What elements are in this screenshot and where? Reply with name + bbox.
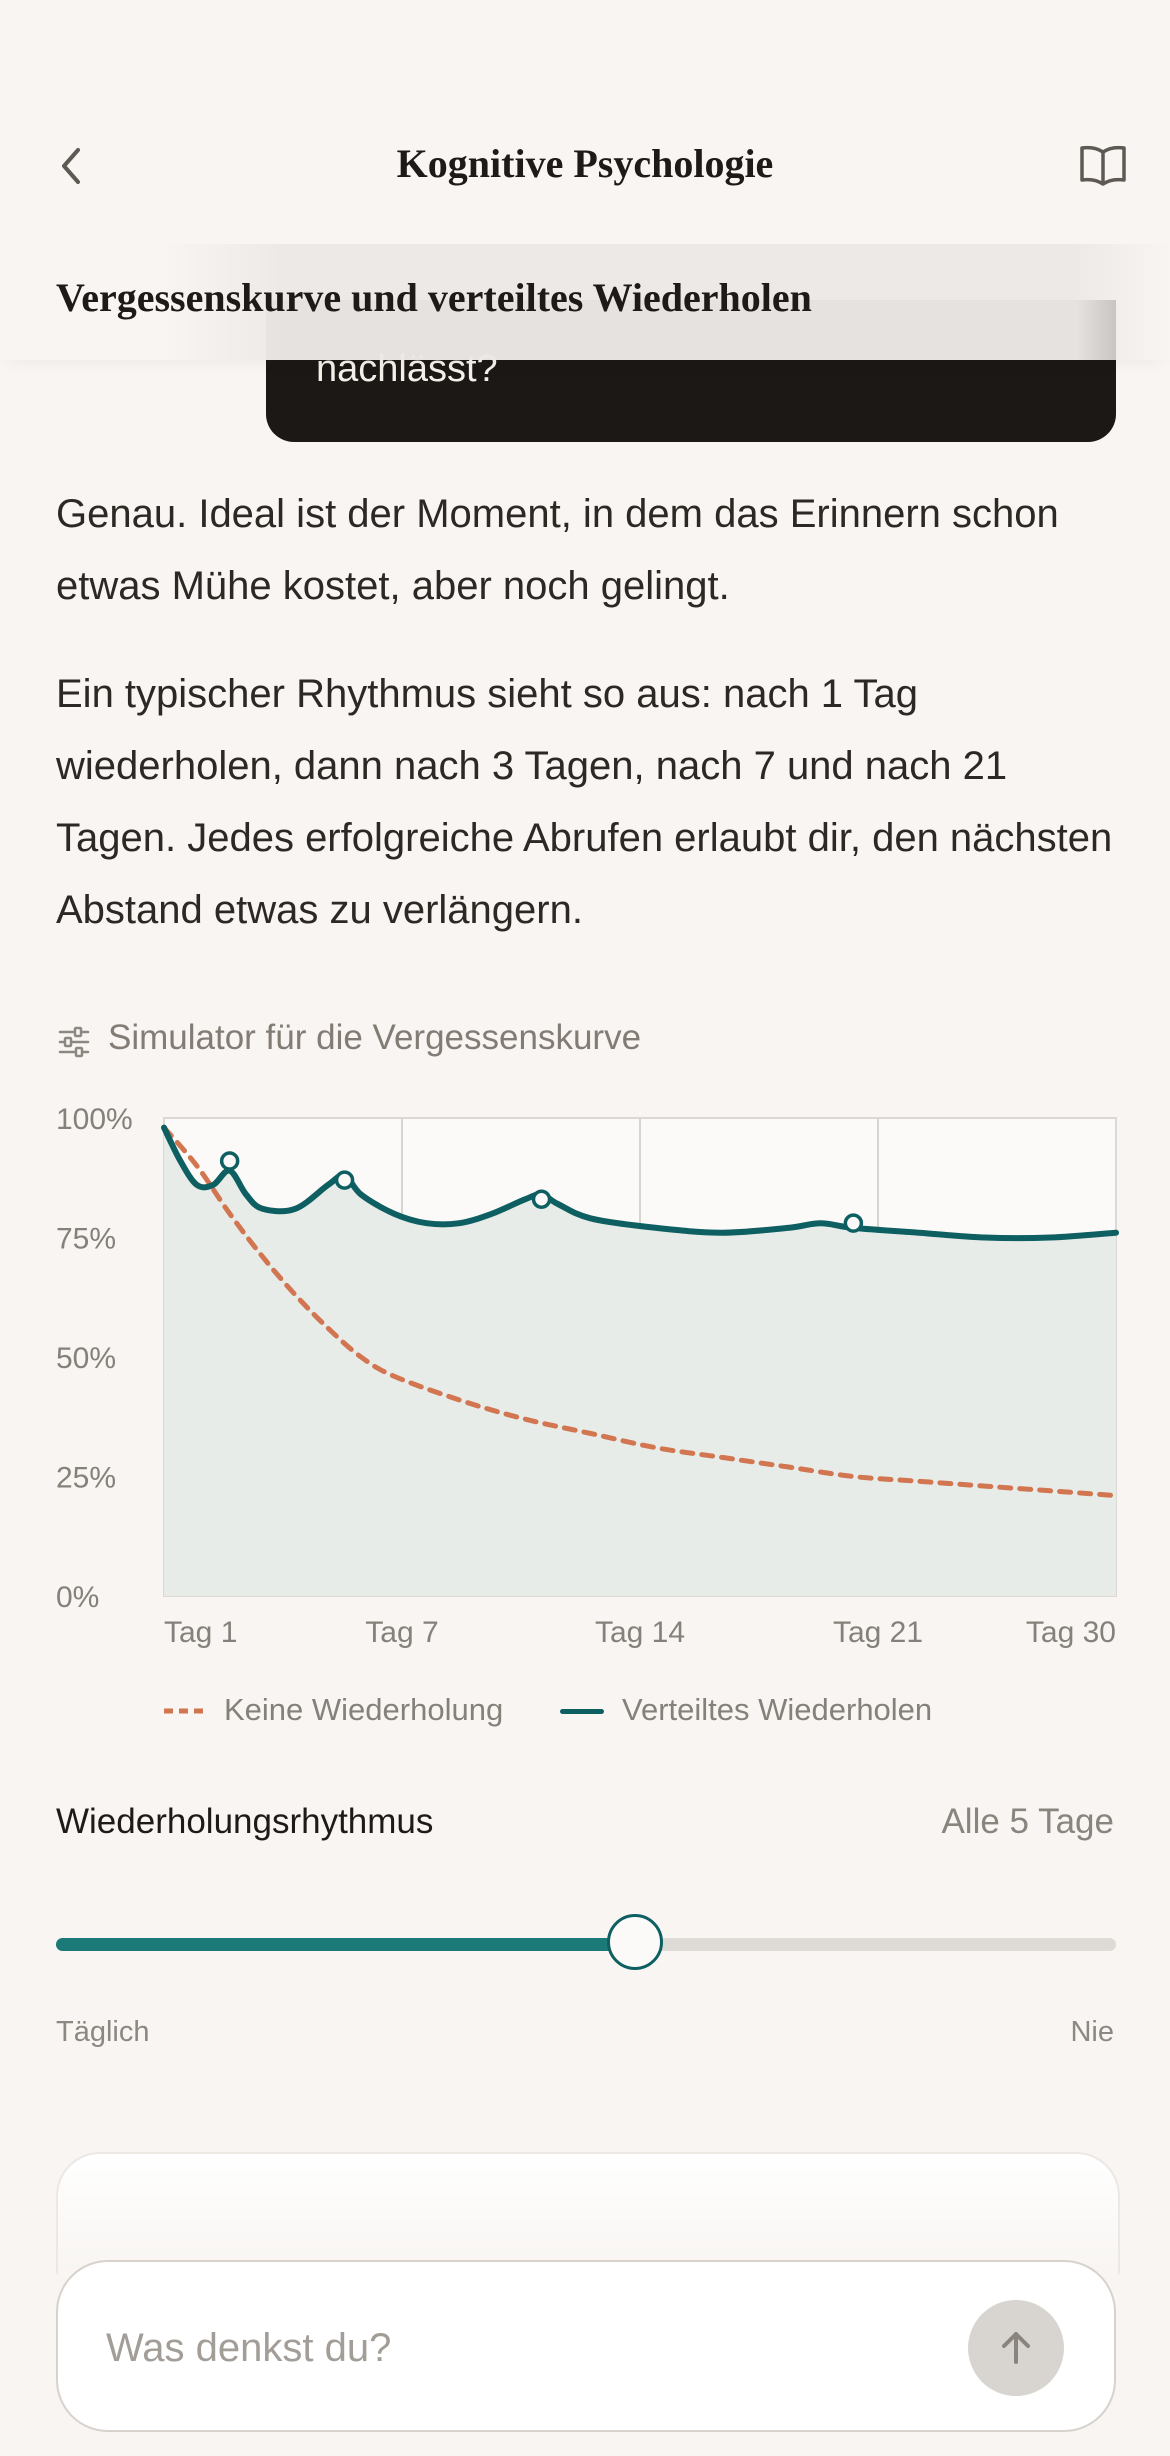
assistant-paragraph: Ein typischer Rhythmus sieht so aus: nac… bbox=[56, 672, 1113, 932]
rhythm-slider-thumb[interactable] bbox=[607, 1914, 663, 1970]
y-tick-label: 0% bbox=[56, 1581, 99, 1614]
series-line-no-review bbox=[161, 1125, 1119, 1499]
book-open-icon bbox=[1080, 145, 1126, 186]
simulator-label: Simulator für die Vergessenskurve bbox=[108, 1018, 642, 1057]
send-button[interactable] bbox=[968, 2300, 1064, 2396]
y-tick-label: 100% bbox=[56, 1103, 133, 1136]
legend-line-swatch bbox=[560, 1709, 604, 1714]
x-tick-label: Tag 14 bbox=[595, 1616, 685, 1649]
review-marker bbox=[531, 1189, 552, 1210]
rhythm-slider-fill bbox=[56, 1938, 638, 1951]
forgetting-curve-chart: 100% 75% 50% 25% 0% Tag 1 Tag 7 Tag 14 Tag 21 Ta… bbox=[56, 1103, 1119, 1649]
x-tick-label: Tag 1 bbox=[164, 1616, 237, 1649]
sliders-icon bbox=[58, 1026, 90, 1058]
review-marker bbox=[219, 1151, 240, 1171]
message-input[interactable] bbox=[56, 2260, 1116, 2432]
y-tick-label: 25% bbox=[56, 1462, 116, 1495]
legend-no-review: Keine Wiederholung bbox=[224, 1692, 504, 1727]
slider-min-label: Täglich bbox=[56, 2016, 150, 2048]
book-button[interactable] bbox=[1076, 140, 1130, 192]
x-tick-label: Tag 30 bbox=[1026, 1616, 1116, 1649]
legend-dash-swatch bbox=[164, 1708, 208, 1714]
y-tick-label: 50% bbox=[56, 1342, 116, 1375]
legend-spaced: Verteiltes Wiederholen bbox=[622, 1692, 933, 1727]
arrow-up-icon bbox=[1002, 2332, 1030, 2364]
chevron-left-icon bbox=[62, 148, 80, 184]
assistant-paragraph: Genau. Ideal ist der Moment, in dem das … bbox=[56, 492, 1059, 608]
page-title: Kognitive Psychologie bbox=[396, 141, 774, 186]
review-marker bbox=[843, 1213, 864, 1233]
back-button[interactable] bbox=[52, 140, 96, 192]
section-title: Vergessenskurve und verteiltes Wiederhol… bbox=[56, 275, 812, 320]
rhythm-label: Wiederholungsrhythmus bbox=[56, 1802, 434, 1841]
y-tick-label: 75% bbox=[56, 1223, 116, 1256]
section-header-bar bbox=[0, 244, 1170, 360]
faded-card bbox=[56, 2152, 1120, 2274]
slider-max-label: Nie bbox=[1070, 2016, 1114, 2048]
rhythm-value: Alle 5 Tage bbox=[941, 1802, 1114, 1841]
message-placeholder: Was denkst du? bbox=[106, 2326, 392, 2370]
x-tick-label: Tag 21 bbox=[833, 1616, 923, 1649]
review-marker bbox=[334, 1170, 355, 1190]
x-tick-label: Tag 7 bbox=[365, 1616, 438, 1649]
